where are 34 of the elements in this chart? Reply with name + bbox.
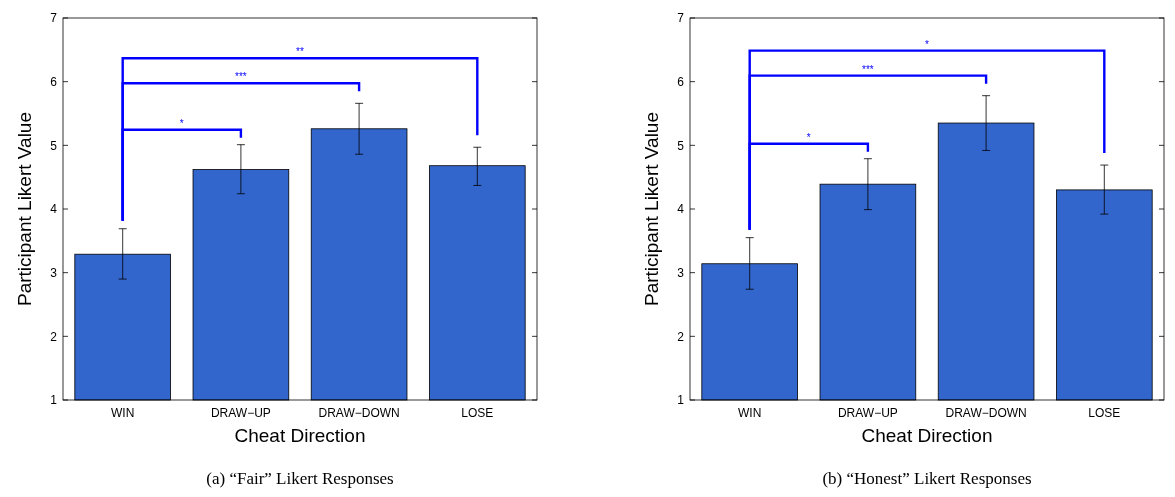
x-tick-label: DRAW−DOWN [945,406,1027,420]
y-tick-label: 1 [677,393,685,408]
x-axis-title: Cheat Direction [861,425,993,446]
x-axis-title: Cheat Direction [234,425,366,446]
y-axis-title: Participant Likert Value [641,112,662,306]
y-tick-label: 3 [677,265,685,280]
text: (a) “Fair” Likert Responses [206,469,394,488]
annotation: ** [296,46,304,58]
y-tick-label: 4 [677,202,685,217]
annotation: * [925,38,930,50]
y-tick-label: 1 [50,393,58,408]
x-tick-label: DRAW−UP [210,406,271,420]
y-tick-label: 5 [677,138,685,153]
x-tick-label: LOSE [461,406,494,420]
y-tick-label: 5 [50,138,58,153]
annotation: * [806,131,811,143]
y-tick-label: 2 [50,329,58,344]
y-tick-label: 3 [50,265,58,280]
y-tick-label: 4 [50,202,58,217]
x-tick-label: WIN [111,406,135,420]
y-tick-label: 2 [677,329,685,344]
x-tick-label: LOSE [1088,406,1121,420]
x-tick-label: DRAW−DOWN [318,406,400,420]
annotation: *** [862,63,874,75]
x-tick-label: WIN [738,406,762,420]
y-axis-title: Participant Likert Value [14,112,35,306]
y-tick-label: 6 [677,74,685,89]
y-tick-label: 7 [50,11,58,26]
y-tick-label: 7 [677,11,685,26]
y-tick-label: 6 [50,74,58,89]
text: (b) “Honest” Likert Responses [822,469,1032,488]
annotation: *** [235,71,247,83]
x-tick-label: DRAW−UP [837,406,898,420]
annotation: * [179,117,184,129]
